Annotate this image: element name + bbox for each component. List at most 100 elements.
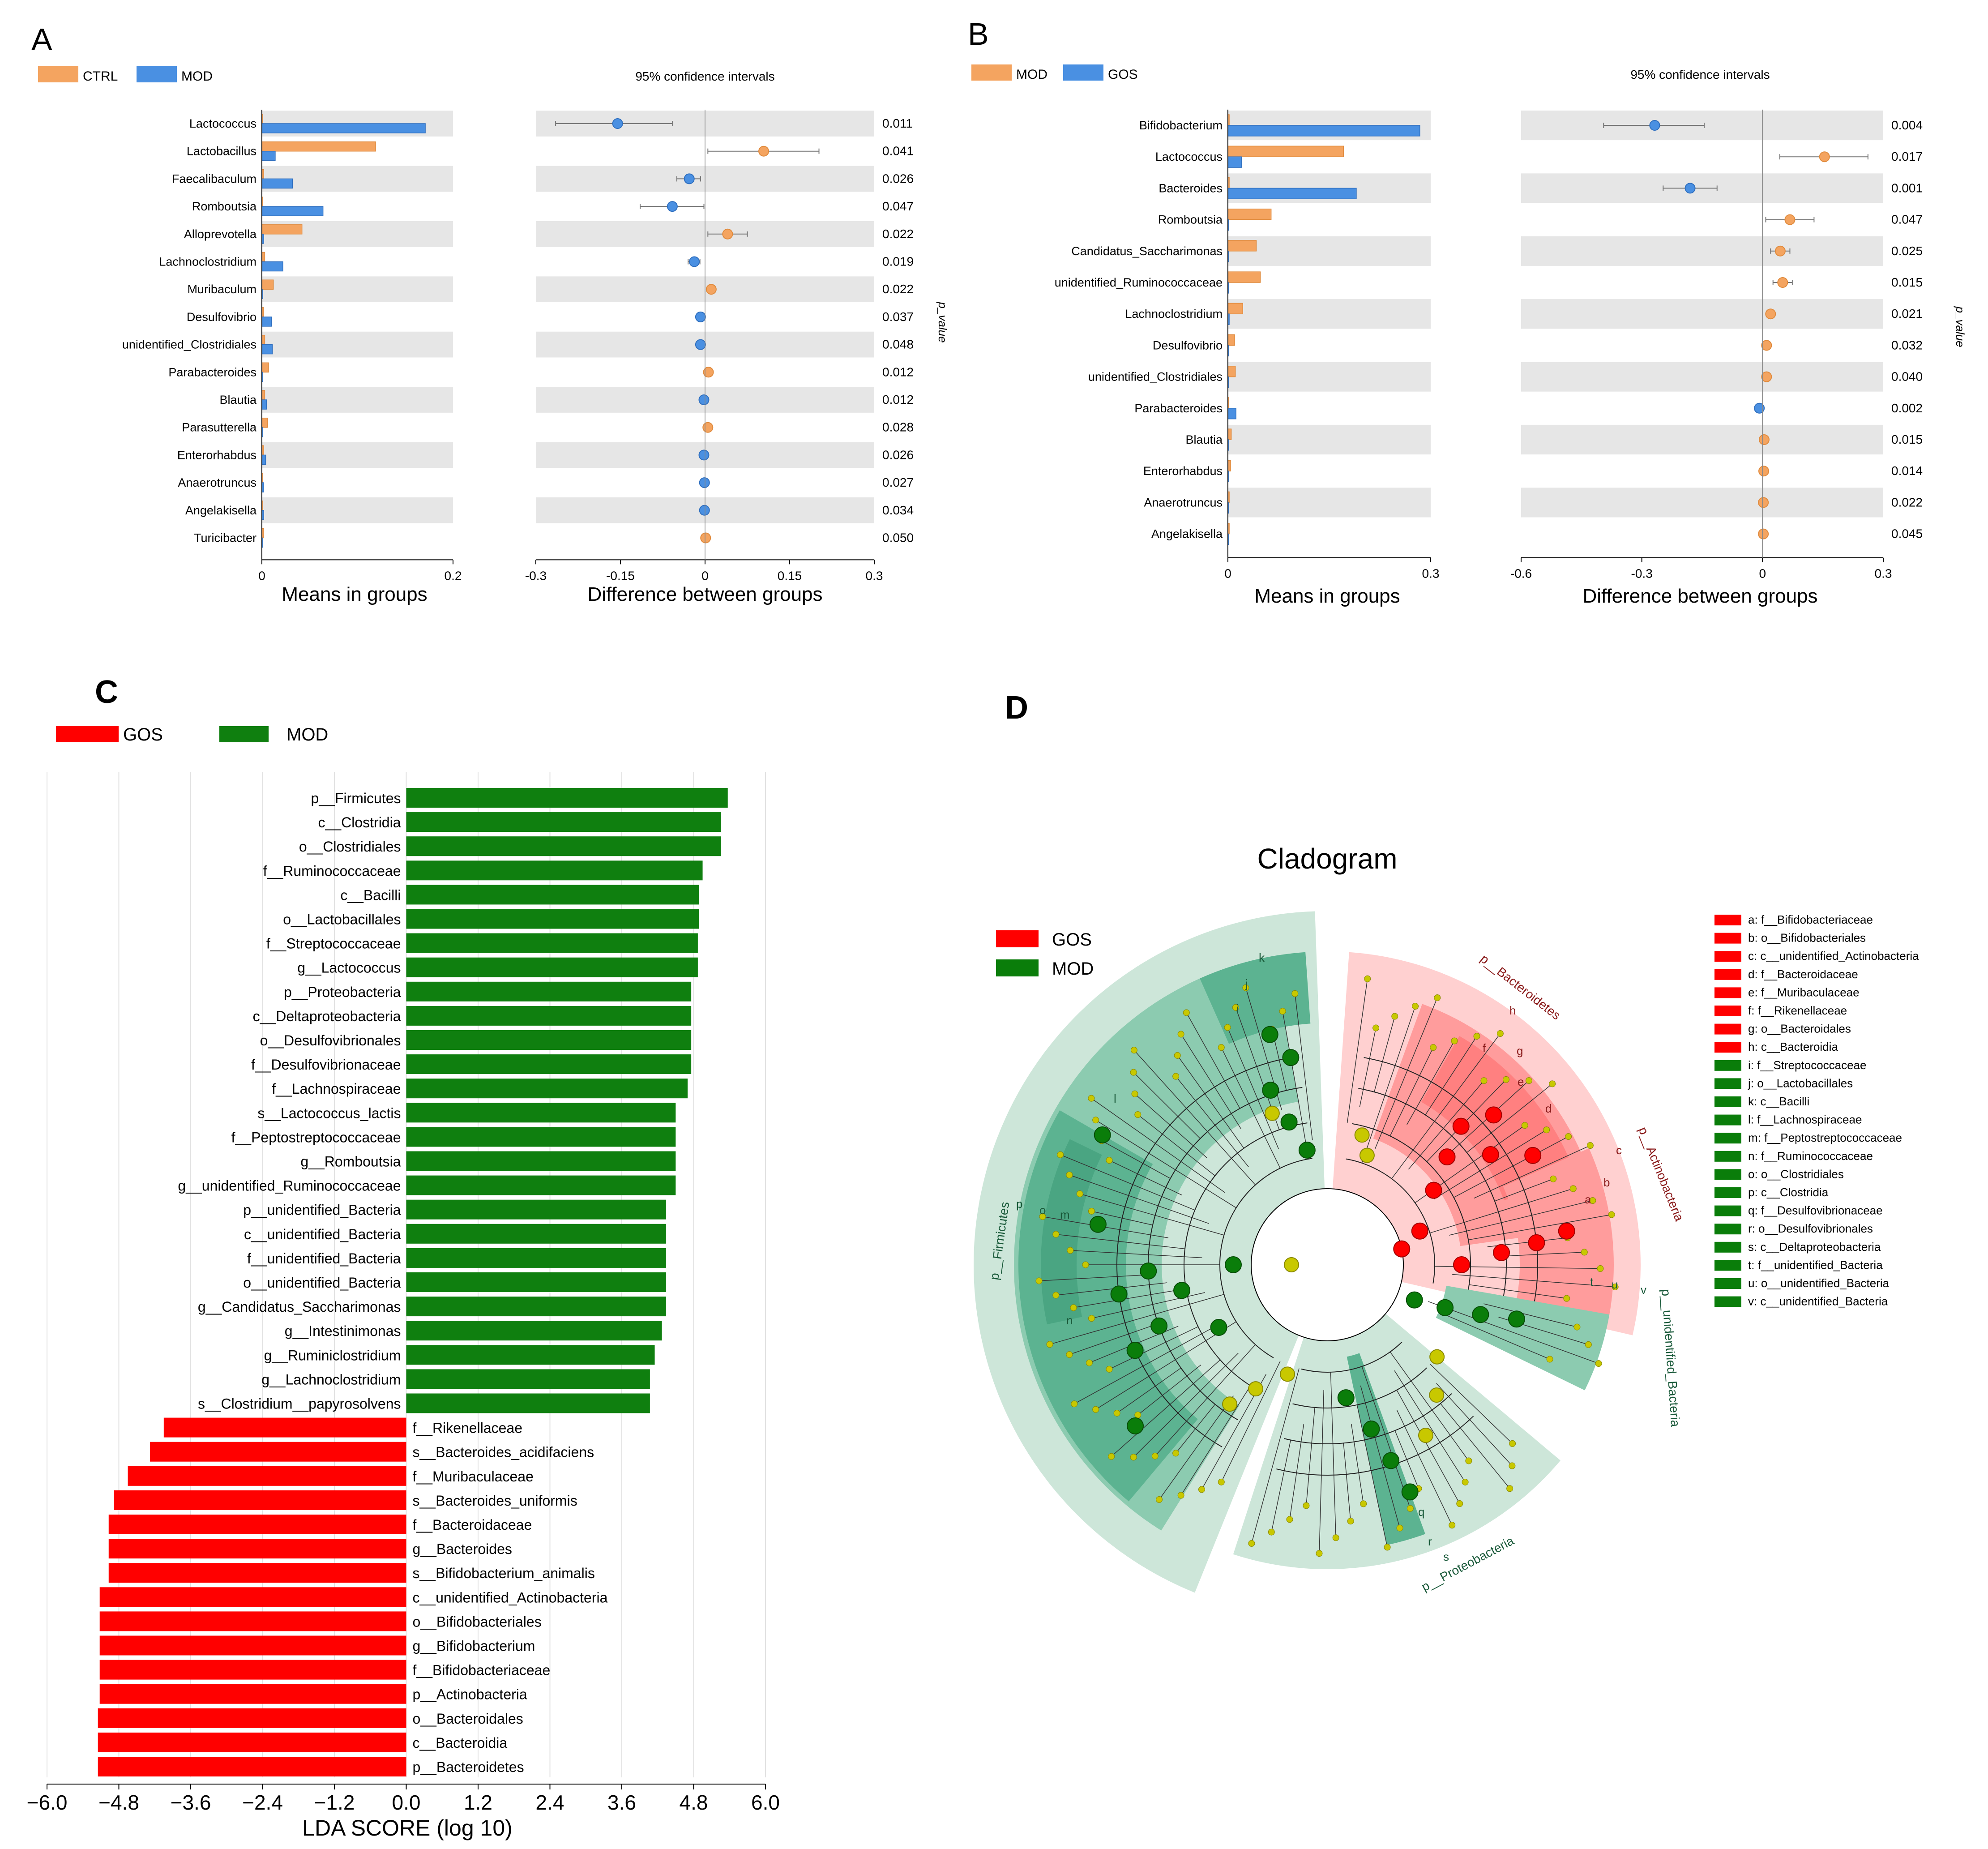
lda-bar <box>99 1611 406 1631</box>
leaf-branch <box>1069 1174 1209 1224</box>
p-value: 0.017 <box>1891 150 1923 163</box>
leaf-node <box>1430 1044 1437 1051</box>
leaf-branch <box>1134 1093 1207 1158</box>
lda-bar-label: p__Bacteroidetes <box>413 1759 524 1775</box>
lda-bar <box>108 1563 406 1583</box>
lda-bar-label: f__Peptostreptococcaceae <box>231 1129 401 1145</box>
x-tick-label: −1.2 <box>314 1791 355 1814</box>
clade-letter-q: q <box>1418 1505 1424 1519</box>
p-value: 0.040 <box>1891 370 1923 384</box>
leaf-branch <box>1356 1404 1388 1548</box>
legend-label-mod: MOD <box>1052 959 1094 979</box>
lda-bar <box>406 812 722 832</box>
leaf-node <box>1608 1211 1615 1218</box>
cladogram-nodes <box>1035 975 1619 1557</box>
leaf-branch <box>1306 1407 1315 1506</box>
lda-bar <box>114 1490 406 1510</box>
node-mod <box>1363 1421 1380 1438</box>
ci-point <box>699 505 710 516</box>
p-value: 0.015 <box>1891 275 1923 289</box>
band-means <box>1228 236 1431 266</box>
clade-letter-d: d <box>1545 1102 1552 1115</box>
leaf-branch <box>1056 1282 1167 1296</box>
p-value: 0.022 <box>882 227 914 241</box>
x-tick-label: −2.4 <box>242 1791 283 1814</box>
x-tick-label: 0 <box>1759 567 1766 581</box>
category-labels: Lactococcus Lactobacillus Faecalibaculum Ro… <box>122 117 257 545</box>
leaf-branch <box>1469 1284 1567 1299</box>
x-tick-label: 1.2 <box>464 1791 492 1814</box>
key-swatch <box>1714 1060 1741 1071</box>
leaf-branch <box>1133 1050 1256 1186</box>
x-axis-label-means: Means in groups <box>282 583 427 605</box>
p-value: 0.019 <box>882 255 914 269</box>
leaf-node <box>1172 1450 1180 1457</box>
leaf-branch <box>1133 1353 1239 1458</box>
p-values: 0.011 0.041 0.026 0.047 0.022 0.019 0.022 0.037… <box>882 116 914 545</box>
x-tick-label: -0.6 <box>1510 567 1532 581</box>
leaf-node <box>1057 1151 1064 1158</box>
leaf-branch <box>1347 979 1368 1123</box>
p-value: 0.026 <box>882 448 914 462</box>
ci-point <box>1758 434 1770 445</box>
x-tick-label: 3.6 <box>607 1791 636 1814</box>
key-swatch <box>1714 1078 1741 1089</box>
band-means <box>262 166 453 192</box>
leaf-branch <box>1049 1294 1224 1345</box>
leaf-node <box>1086 1359 1093 1366</box>
leaf-node <box>1279 1008 1286 1015</box>
lda-bar <box>406 1248 666 1268</box>
lda-bar <box>99 1684 406 1704</box>
node-gos <box>1453 1256 1470 1273</box>
leaf-branch <box>1056 1234 1185 1250</box>
leaf-node <box>1303 1502 1310 1509</box>
leaf-branch <box>1442 1313 1550 1360</box>
node-mod <box>1508 1310 1525 1328</box>
leaf-node <box>1052 1292 1060 1299</box>
leaf-node <box>1113 1409 1120 1417</box>
p-value: 0.021 <box>1891 307 1923 321</box>
lda-bar-label: g__Intestinimonas <box>285 1323 401 1339</box>
key-label: s: c__Deltaproteobacteria <box>1748 1240 1881 1254</box>
lda-bar-label: s__Bacteroides_acidifaciens <box>413 1444 594 1460</box>
category-label: Angelakisella <box>185 504 257 517</box>
key-label: g: o__Bacteroidales <box>1748 1022 1851 1036</box>
leaf-node <box>1372 1024 1380 1032</box>
clade-letter-o: o <box>1039 1203 1046 1217</box>
leaf-branch <box>1289 1424 1304 1519</box>
lda-bar <box>163 1417 406 1438</box>
leaf-node <box>1088 1095 1095 1102</box>
leaf-branch <box>1282 1011 1309 1159</box>
lda-bar-label: s__Bifidobacterium_animalis <box>413 1565 595 1581</box>
ci-point <box>698 394 710 405</box>
leaf-branch <box>1080 1193 1224 1236</box>
leaf-branch <box>1251 1368 1300 1544</box>
leaf-node <box>1595 1360 1602 1367</box>
node-gos <box>1411 1222 1428 1240</box>
node-gos <box>1425 1181 1442 1199</box>
category-label: Candidatus_Saccharimonas <box>1071 244 1223 258</box>
lda-bar <box>150 1442 406 1462</box>
bar-mod <box>1227 271 1261 283</box>
bar-mod <box>1227 334 1235 346</box>
p-value: 0.002 <box>1891 401 1923 415</box>
bars <box>261 114 426 548</box>
category-label: unidentified_Ruminococcaceae <box>1055 276 1223 289</box>
key-swatch <box>1714 1224 1741 1235</box>
category-label: Blautia <box>1185 433 1223 446</box>
leaf-node <box>1407 1505 1414 1512</box>
tree-arc <box>1352 1123 1471 1290</box>
leaf-node <box>1573 1323 1581 1331</box>
x-tick-label: 0.3 <box>866 569 883 582</box>
clade-letter-g: g <box>1517 1044 1523 1057</box>
panel-label-c: C <box>95 674 118 710</box>
category-label: Alloprevotella <box>184 227 257 241</box>
leaf-node <box>1360 1500 1367 1507</box>
ci-point <box>702 422 714 433</box>
leaf-node <box>1509 1462 1516 1469</box>
leaf-branch <box>1466 1083 1553 1153</box>
p-value: 0.032 <box>1891 338 1923 352</box>
key-swatch <box>1714 1278 1741 1289</box>
key-label: u: o__unidentified_Bacteria <box>1748 1276 1890 1290</box>
cladogram-key: a: f__Bifidobacteriaceae b: o__Bifidobact… <box>1714 913 1919 1308</box>
